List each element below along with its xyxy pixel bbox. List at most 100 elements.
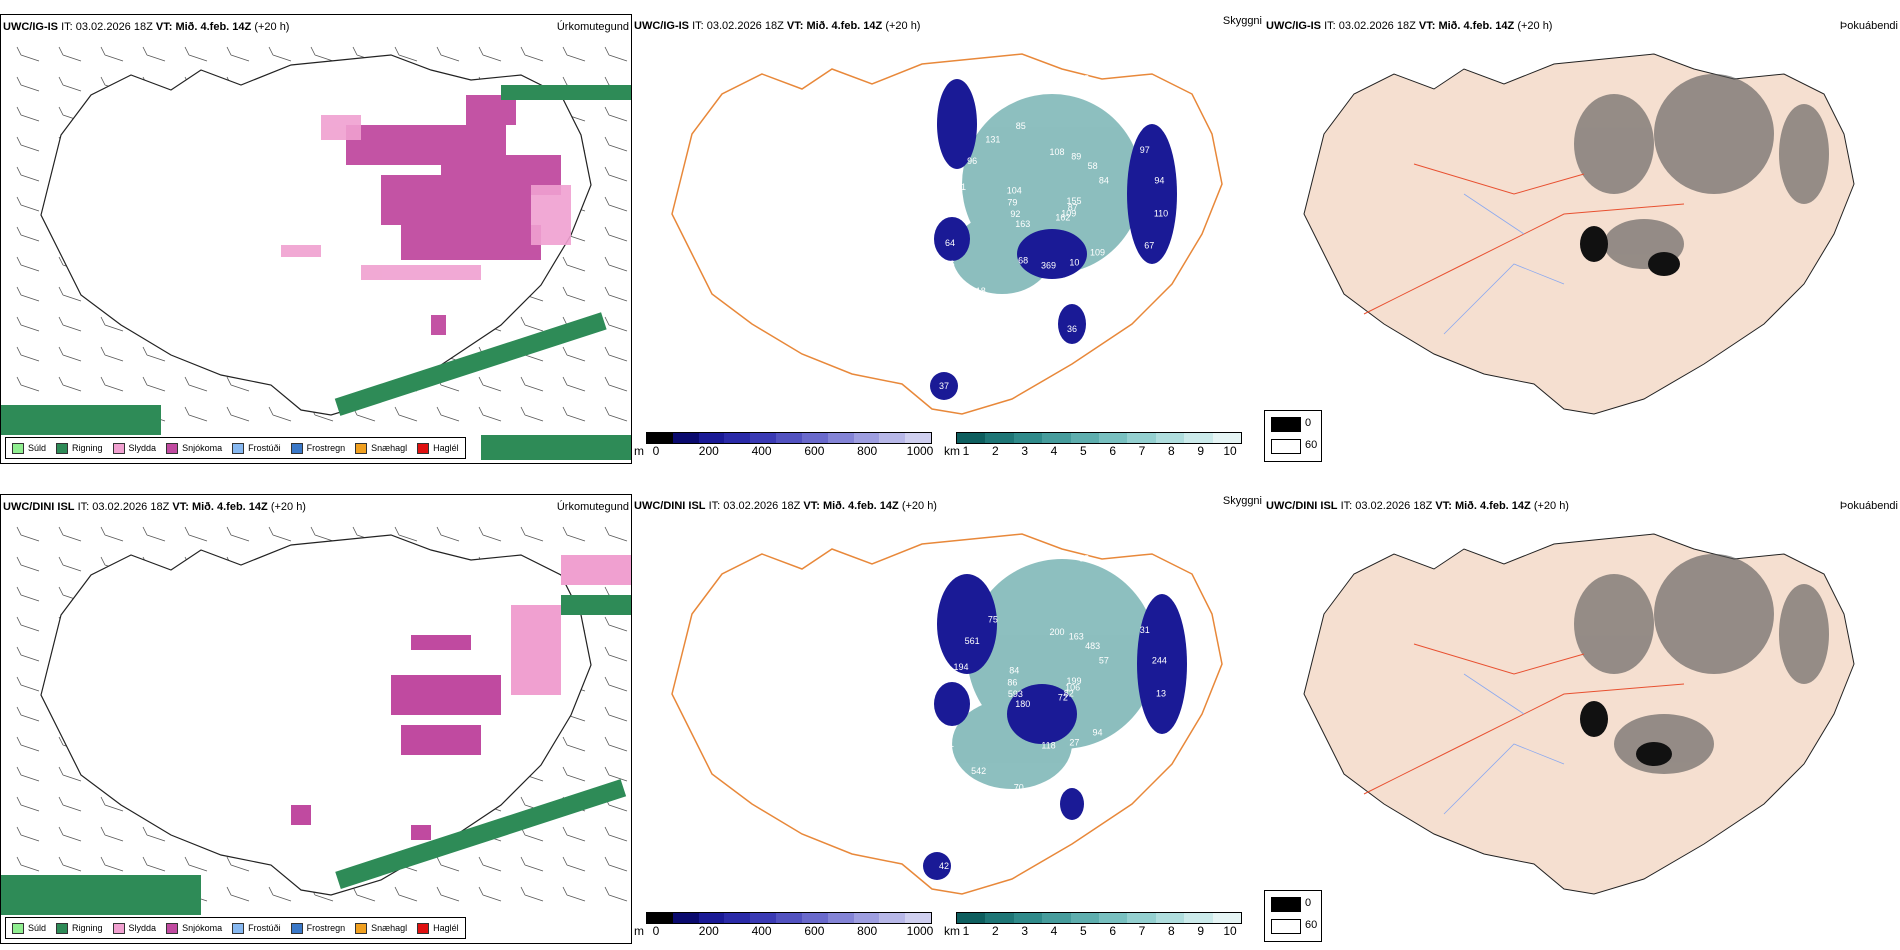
visibility-value: 111 xyxy=(940,739,954,749)
visibility-value: 87 xyxy=(1068,203,1078,213)
visibility-value: 64 xyxy=(945,238,955,248)
wind-barb xyxy=(562,526,586,542)
colorbar-tick: 3 xyxy=(1021,924,1028,938)
legend-item: Snæhagl xyxy=(355,442,408,454)
legend-label: Slydda xyxy=(128,923,157,933)
wind-barb xyxy=(562,856,586,872)
wind-barb xyxy=(226,376,250,392)
precip-type-map xyxy=(1,526,631,915)
wind-barb xyxy=(604,166,628,182)
wind-barb xyxy=(520,406,544,422)
legend-item: Frostúði xyxy=(232,442,281,454)
visibility-value: 84 xyxy=(1009,666,1019,676)
legend-item: Súld xyxy=(12,922,46,934)
visibility-value: 110 xyxy=(1154,209,1168,219)
wind-barb xyxy=(604,766,628,782)
legend-swatch xyxy=(232,922,245,934)
precip-legend: Súld Rigning Slydda Snjókoma Frostúði Frostre… xyxy=(5,437,466,459)
wind-barb xyxy=(562,376,586,392)
legend-swatch xyxy=(290,922,303,934)
visibility-value: 155 xyxy=(1066,196,1081,206)
legend-swatch xyxy=(166,442,179,454)
legend-item: Snjókoma xyxy=(166,922,223,934)
wind-barb xyxy=(562,406,586,422)
wind-barb xyxy=(100,316,124,332)
visibility-value: 194 xyxy=(953,662,968,672)
visibility-value: 75 xyxy=(988,615,998,625)
colorbar-unit: km xyxy=(944,444,960,458)
colorbar-tick: 1 xyxy=(962,924,970,938)
visibility-value: 13 xyxy=(1156,689,1166,699)
precip-type-map xyxy=(1,46,631,460)
fog-map xyxy=(1303,53,1855,415)
wind-barb xyxy=(16,376,40,392)
wind-barb xyxy=(604,526,628,542)
wind-barb xyxy=(478,376,502,392)
wind-barb xyxy=(16,556,40,572)
wind-barb xyxy=(394,46,418,62)
legend-label: Snjókoma xyxy=(182,923,223,933)
visibility-value: 82 xyxy=(1064,688,1074,698)
visibility-value: 31 xyxy=(1140,625,1150,635)
colorbar-unit: m xyxy=(634,924,644,938)
wind-barb xyxy=(58,346,82,362)
wind-barb xyxy=(58,76,82,92)
wind-barb xyxy=(142,826,166,842)
visibility-value: 94 xyxy=(1154,176,1164,186)
colorbar-visibility: km 1 2 3 4 5 6 7 8 9 10 xyxy=(942,904,1252,944)
wind-barb xyxy=(604,316,628,332)
panel-title: Skyggni xyxy=(1222,15,1262,27)
wind-barb xyxy=(478,856,502,872)
colorbar-tick: 2 xyxy=(991,924,999,938)
legend-label: Snæhagl xyxy=(371,443,408,453)
colorbar-unit: km xyxy=(944,924,960,938)
colorbar-tick: 10 xyxy=(1223,924,1237,938)
colorbar-tick: 4 xyxy=(1050,444,1058,458)
wind-barb xyxy=(226,406,250,422)
wind-barb xyxy=(16,766,40,782)
legend-label: Haglél xyxy=(433,923,459,933)
wind-barb xyxy=(604,886,628,902)
legend-label: Haglél xyxy=(433,443,459,453)
wind-barb xyxy=(16,196,40,212)
panel-title: Þokuábendi xyxy=(1839,20,1898,32)
visibility-value: 561 xyxy=(965,636,980,646)
wind-barb xyxy=(436,406,460,422)
wind-barb xyxy=(100,346,124,362)
colorbar-visibility: km 1 2 3 4 5 6 7 8 9 10 xyxy=(942,424,1252,464)
colorbar-tick: 600 xyxy=(804,444,825,458)
visibility-value: 98 xyxy=(1079,554,1089,564)
colorbar-tick: 800 xyxy=(857,444,878,458)
colorbar-unit: m xyxy=(634,444,644,458)
legend-item: Snæhagl xyxy=(355,922,407,934)
visibility-value: 244 xyxy=(1152,656,1167,666)
wind-barb xyxy=(58,796,82,812)
legend-swatch xyxy=(355,442,368,454)
wind-barb xyxy=(184,46,208,62)
visibility-value: 199 xyxy=(1066,676,1081,686)
wind-barb xyxy=(100,376,124,392)
wind-barb xyxy=(604,736,628,752)
visibility-map: 155 163 108 109 91 97 263 119 87 92 89 10 96 94 118 122… xyxy=(671,53,1223,415)
panel-header: UWC/IG-IS IT: 03.02.2026 18Z VT: Mið. 4.… xyxy=(634,20,921,32)
colorbar-tick: 10 xyxy=(1223,444,1237,458)
legend-label: Frostregn xyxy=(306,923,346,933)
wind-barb xyxy=(226,856,250,872)
wind-barb xyxy=(100,46,124,62)
panel-header: UWC/DINI ISL IT: 03.02.2026 18Z VT: Mið.… xyxy=(1266,500,1569,512)
visibility-value: 37 xyxy=(939,381,949,391)
visibility-value: 79 xyxy=(980,565,990,575)
colorbar-tick: 9 xyxy=(1197,924,1204,938)
colorbar-tick: 0 xyxy=(652,444,660,458)
wind-barb xyxy=(184,856,208,872)
legend-swatch xyxy=(112,922,125,934)
visibility-value: 119 xyxy=(978,85,992,95)
legend-swatch xyxy=(12,442,24,454)
wind-barb xyxy=(436,46,460,62)
visibility-value: 27 xyxy=(1069,738,1079,748)
wind-barb xyxy=(16,736,40,752)
wind-barb xyxy=(58,316,82,332)
visibility-value: 42 xyxy=(939,861,949,871)
wind-barb xyxy=(310,46,334,62)
wind-barb xyxy=(436,526,460,542)
